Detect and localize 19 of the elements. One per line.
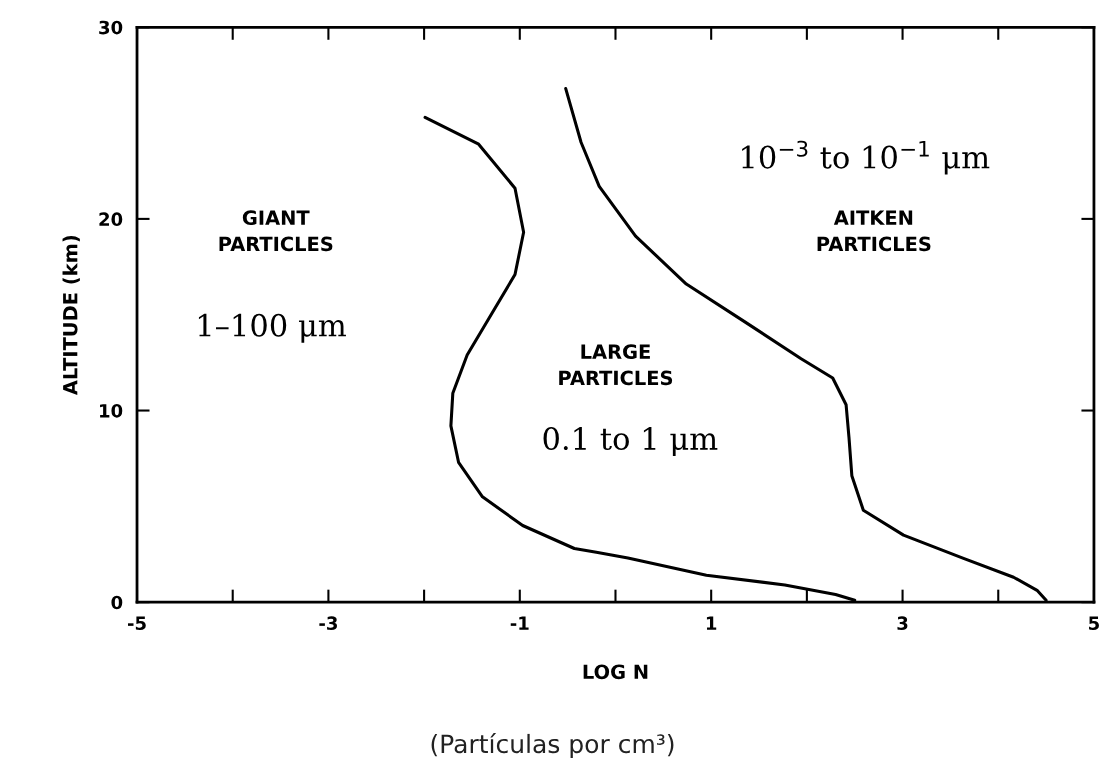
y-tick-label: 20 bbox=[99, 212, 123, 227]
x-tick-label: -3 bbox=[319, 616, 337, 631]
y-tick-label: 30 bbox=[99, 20, 123, 35]
x-tick-label: -5 bbox=[127, 616, 146, 631]
y-tick-label: 0 bbox=[111, 595, 123, 610]
annotation: AITKEN PARTICLES bbox=[817, 210, 931, 252]
annotation: 0.1 to 1 μm bbox=[543, 426, 718, 456]
x-tick-label: 3 bbox=[897, 616, 908, 631]
x-axis-title: LOG N bbox=[583, 664, 648, 680]
annotation: 10$^{−3}$ to 10$^{−1}$ μm bbox=[742, 140, 990, 175]
y-axis-title: ALTITUDE (km) bbox=[62, 235, 80, 396]
text: (Partículas por cm³) bbox=[431, 732, 674, 759]
y-tick-label: 10 bbox=[100, 403, 123, 418]
x-tick-label: 5 bbox=[1089, 616, 1099, 631]
x-tick-label: 1 bbox=[706, 616, 717, 630]
annotation: LARGE PARTICLES bbox=[559, 344, 673, 386]
annotation: 1–100 μm bbox=[198, 313, 346, 343]
x-tick-label: -1 bbox=[510, 616, 529, 630]
annotation: GIANT PARTICLES bbox=[219, 210, 333, 252]
